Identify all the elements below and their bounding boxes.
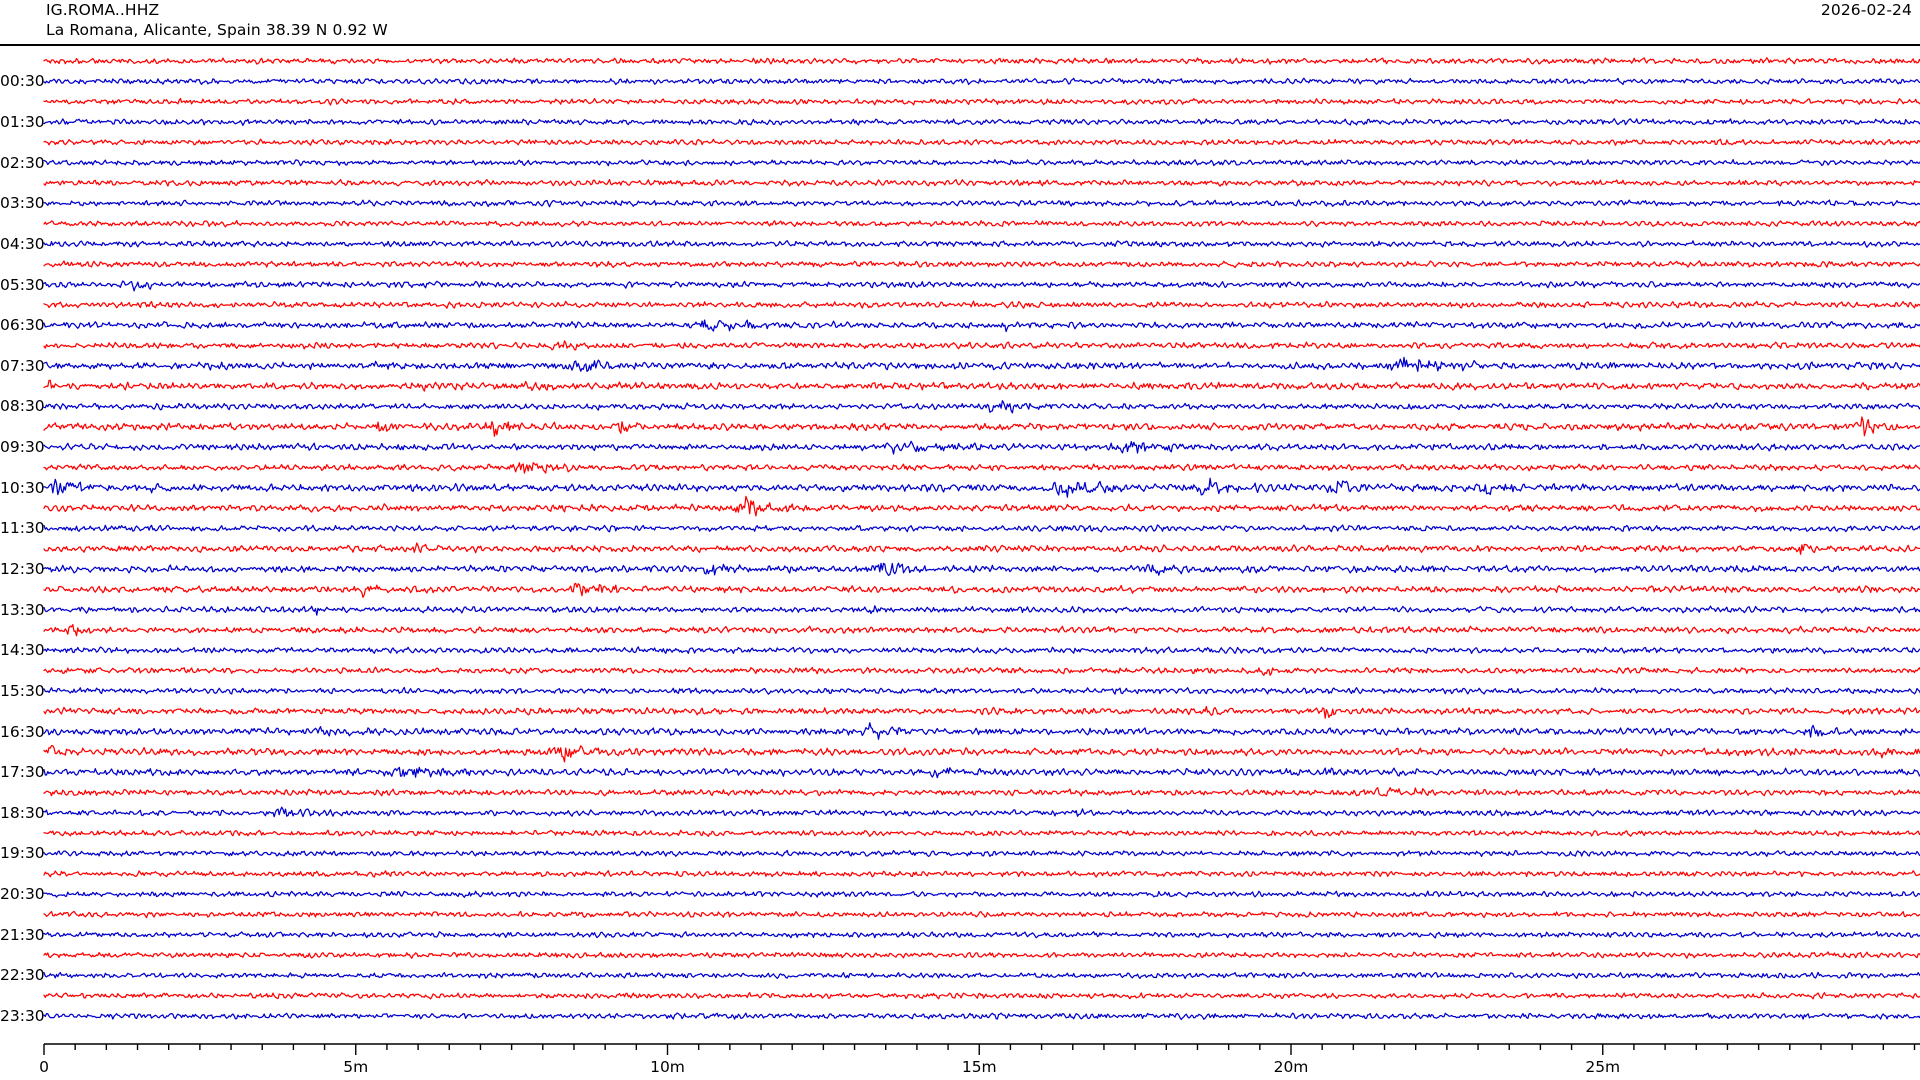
- seismogram-trace: [43, 356, 1920, 373]
- seismogram-trace: [43, 623, 1920, 637]
- seismogram-trace: [43, 219, 1920, 228]
- seismogram-trace: [43, 319, 1920, 333]
- seismogram-trace: [43, 910, 1920, 919]
- time-label-0630: 06:30: [0, 316, 45, 335]
- seismogram-trace: [43, 582, 1920, 598]
- seismogram-trace: [43, 340, 1920, 351]
- seismogram-trace: [43, 57, 1920, 65]
- time-label-2130: 21:30: [0, 925, 45, 944]
- time-label-1530: 15:30: [0, 681, 45, 700]
- x-axis-label-20m: 20m: [1273, 1058, 1309, 1076]
- time-label-1930: 19:30: [0, 844, 45, 863]
- seismogram-trace: [43, 686, 1920, 695]
- time-label-1730: 17:30: [0, 763, 45, 782]
- helicorder-trace-area: 00:30 01:30 02:30 03:30 04:30 05:30 06:30 07:30…: [0, 45, 1920, 1030]
- station-id-label: IG.ROMA..HHZ: [46, 1, 160, 19]
- time-label-0330: 03:30: [0, 194, 45, 213]
- time-label-0230: 02:30: [0, 153, 45, 172]
- station-location-label: La Romana, Alicante, Spain 38.39 N 0.92 …: [46, 21, 388, 39]
- seismogram-trace: [43, 744, 1920, 763]
- seismogram-trace: [43, 416, 1920, 437]
- time-label-1430: 14:30: [0, 641, 45, 660]
- seismogram-trace: [43, 280, 1920, 292]
- plot-header: IG.ROMA..HHZ La Romana, Alicante, Spain …: [0, 0, 1920, 46]
- seismogram-trace: [43, 722, 1920, 740]
- time-label-0130: 01:30: [0, 112, 45, 131]
- seismogram-trace: [43, 77, 1920, 86]
- x-axis-label-10m: 10m: [650, 1058, 685, 1076]
- time-label-1130: 11:30: [0, 519, 45, 538]
- time-label-1030: 10:30: [0, 478, 45, 497]
- x-axis-label-15m: 15m: [961, 1058, 997, 1076]
- seismogram-trace: [43, 605, 1920, 616]
- seismogram-trace: [43, 158, 1920, 167]
- x-axis-label-5m: 5m: [343, 1058, 369, 1076]
- seismogram-trace: [43, 97, 1920, 106]
- seismogram-trace: [43, 870, 1920, 878]
- seismogram-trace: [43, 199, 1920, 208]
- time-label-0430: 04:30: [0, 234, 45, 253]
- seismogram-trace: [43, 440, 1920, 455]
- time-label-0830: 08:30: [0, 397, 45, 416]
- seismogram-trace: [43, 118, 1920, 126]
- time-label-2230: 22:30: [0, 966, 45, 985]
- seismogram-trace: [43, 524, 1920, 533]
- time-label-1330: 13:30: [0, 600, 45, 619]
- time-label-1230: 12:30: [0, 560, 45, 578]
- seismogram-trace: [43, 971, 1920, 980]
- seismogram-trace: [43, 178, 1920, 187]
- seismogram-trace: [43, 991, 1920, 1000]
- time-label-2330: 23:30: [0, 1007, 45, 1026]
- seismogram-trace: [43, 562, 1920, 577]
- seismogram-trace: [43, 477, 1920, 498]
- seismogram-trace: [43, 666, 1920, 676]
- time-label-0930: 09:30: [0, 438, 45, 457]
- seismogram-trace: [43, 806, 1920, 818]
- header-divider: [0, 44, 1920, 46]
- seismogram-trace: [43, 495, 1920, 517]
- time-axis: 0 5m 10m 15m 20m 25m: [0, 1030, 1920, 1080]
- seismogram-trace: [43, 300, 1920, 309]
- x-axis-label-25m: 25m: [1585, 1058, 1621, 1076]
- seismogram-trace: [43, 829, 1920, 837]
- seismogram-trace: [43, 849, 1920, 858]
- time-label-0730: 07:30: [0, 356, 45, 375]
- seismogram-traces: [43, 57, 1920, 1021]
- seismogram-trace: [43, 138, 1920, 146]
- seismogram-trace: [43, 260, 1920, 269]
- seismogram-trace: [43, 240, 1920, 248]
- seismogram-trace: [43, 379, 1920, 392]
- seismogram-trace: [43, 705, 1920, 719]
- time-label-0030: 00:30: [0, 72, 45, 91]
- seismogram-trace: [43, 542, 1920, 555]
- time-label-1630: 16:30: [0, 722, 45, 741]
- seismogram-trace: [43, 766, 1920, 779]
- seismogram-trace: [43, 930, 1920, 939]
- plot-date-label: 2026-02-24: [1820, 1, 1912, 19]
- seismogram-trace: [43, 462, 1920, 474]
- seismogram-trace: [43, 400, 1920, 414]
- seismogram-trace: [43, 890, 1920, 898]
- seismogram-trace: [43, 646, 1920, 655]
- time-label-2030: 20:30: [0, 885, 45, 904]
- seismogram-trace: [43, 1012, 1920, 1021]
- time-label-0530: 05:30: [0, 275, 45, 294]
- time-axis-ticks: [43, 1043, 1920, 1055]
- time-label-1830: 18:30: [0, 803, 45, 822]
- seismogram-trace: [43, 787, 1920, 797]
- x-axis-label-0: 0: [39, 1058, 49, 1076]
- seismogram-trace: [43, 951, 1920, 959]
